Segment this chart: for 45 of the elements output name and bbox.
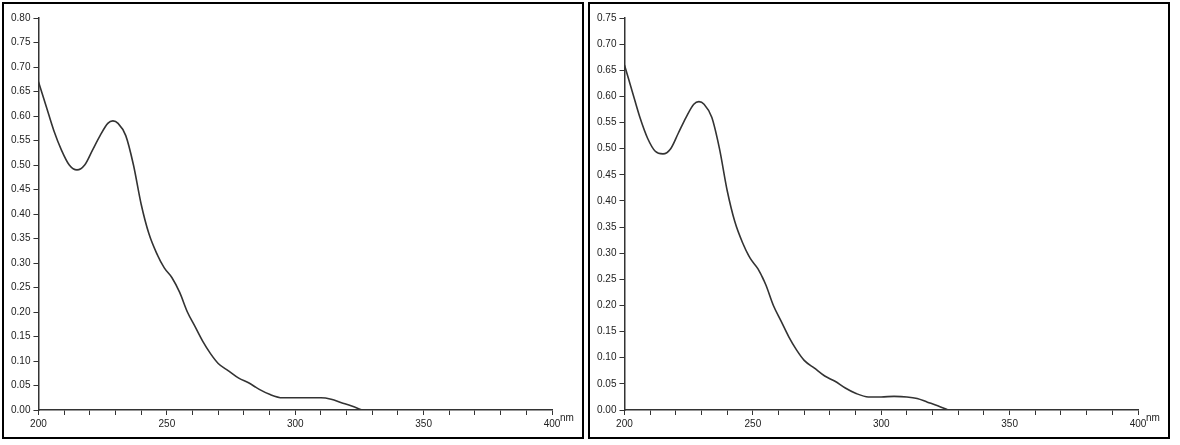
y-tick-label: 0.20 (10, 305, 31, 317)
y-tick-label: 0.70 (10, 60, 31, 72)
x-tick-label: 200 (30, 417, 48, 429)
y-tick-label: 0.00 (596, 403, 617, 415)
y-tick-label: 0.00 (10, 403, 31, 415)
y-tick-label: 0.25 (596, 273, 617, 285)
x-tick-label: 200 (616, 417, 634, 429)
y-tick-label: 0.80 (10, 11, 31, 23)
y-tick-label: 0.40 (10, 207, 31, 219)
x-tick-label: 350 (1001, 417, 1019, 429)
y-tick-label: 0.65 (596, 64, 617, 76)
x-axis-title: nm (560, 411, 574, 423)
x-tick-label: 250 (158, 417, 176, 429)
y-tick-label: 0.40 (596, 194, 617, 206)
y-tick-label: 0.65 (10, 85, 31, 97)
y-tick-label: 0.20 (596, 299, 617, 311)
y-tick-label: 0.15 (10, 330, 31, 342)
y-tick-label: 0.10 (596, 351, 617, 363)
y-tick-label: 0.05 (596, 377, 617, 389)
y-tick-label: 0.30 (596, 246, 617, 258)
y-tick-label: 0.60 (10, 109, 31, 121)
y-tick-label: 0.25 (10, 281, 31, 293)
x-tick-label: 400 (543, 417, 561, 429)
y-tick-label: 0.55 (596, 116, 617, 128)
y-tick-label: 0.35 (10, 232, 31, 244)
y-tick-label: 0.45 (596, 168, 617, 180)
y-tick-label: 0.05 (10, 379, 31, 391)
y-tick-label: 0.15 (596, 325, 617, 337)
y-tick-label: 0.60 (596, 90, 617, 102)
x-tick-label: 300 (872, 417, 891, 429)
x-tick-label: 350 (415, 417, 433, 429)
y-tick-label: 0.45 (10, 183, 31, 195)
y-tick-label: 0.10 (10, 354, 31, 366)
y-tick-label: 0.75 (10, 36, 31, 48)
x-tick-label: 250 (744, 417, 762, 429)
y-tick-label: 0.75 (596, 11, 617, 23)
y-tick-label: 0.70 (596, 37, 617, 49)
x-tick-label: 300 (286, 417, 305, 429)
x-axis-title: nm (1146, 411, 1160, 423)
x-tick-label: 400 (1129, 417, 1147, 429)
y-tick-label: 0.55 (10, 134, 31, 146)
y-tick-label: 0.50 (10, 158, 31, 170)
y-tick-label: 0.30 (10, 256, 31, 268)
y-tick-label: 0.35 (596, 220, 617, 232)
y-tick-label: 0.50 (596, 142, 617, 154)
